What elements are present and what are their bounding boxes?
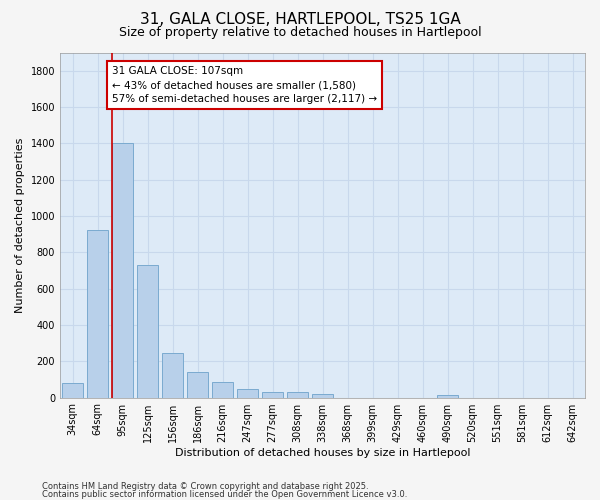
Bar <box>212 382 233 398</box>
Bar <box>137 265 158 398</box>
Text: 31, GALA CLOSE, HARTLEPOOL, TS25 1GA: 31, GALA CLOSE, HARTLEPOOL, TS25 1GA <box>140 12 460 28</box>
Text: 31 GALA CLOSE: 107sqm
← 43% of detached houses are smaller (1,580)
57% of semi-d: 31 GALA CLOSE: 107sqm ← 43% of detached … <box>112 66 377 104</box>
Bar <box>87 230 108 398</box>
Text: Contains public sector information licensed under the Open Government Licence v3: Contains public sector information licen… <box>42 490 407 499</box>
Y-axis label: Number of detached properties: Number of detached properties <box>15 138 25 312</box>
X-axis label: Distribution of detached houses by size in Hartlepool: Distribution of detached houses by size … <box>175 448 470 458</box>
Bar <box>287 392 308 398</box>
Bar <box>62 383 83 398</box>
Text: Contains HM Land Registry data © Crown copyright and database right 2025.: Contains HM Land Registry data © Crown c… <box>42 482 368 491</box>
Bar <box>262 392 283 398</box>
Bar <box>112 144 133 398</box>
Text: Size of property relative to detached houses in Hartlepool: Size of property relative to detached ho… <box>119 26 481 39</box>
Bar <box>162 353 183 398</box>
Bar <box>312 394 333 398</box>
Bar <box>237 388 258 398</box>
Bar <box>437 395 458 398</box>
Bar <box>187 372 208 398</box>
